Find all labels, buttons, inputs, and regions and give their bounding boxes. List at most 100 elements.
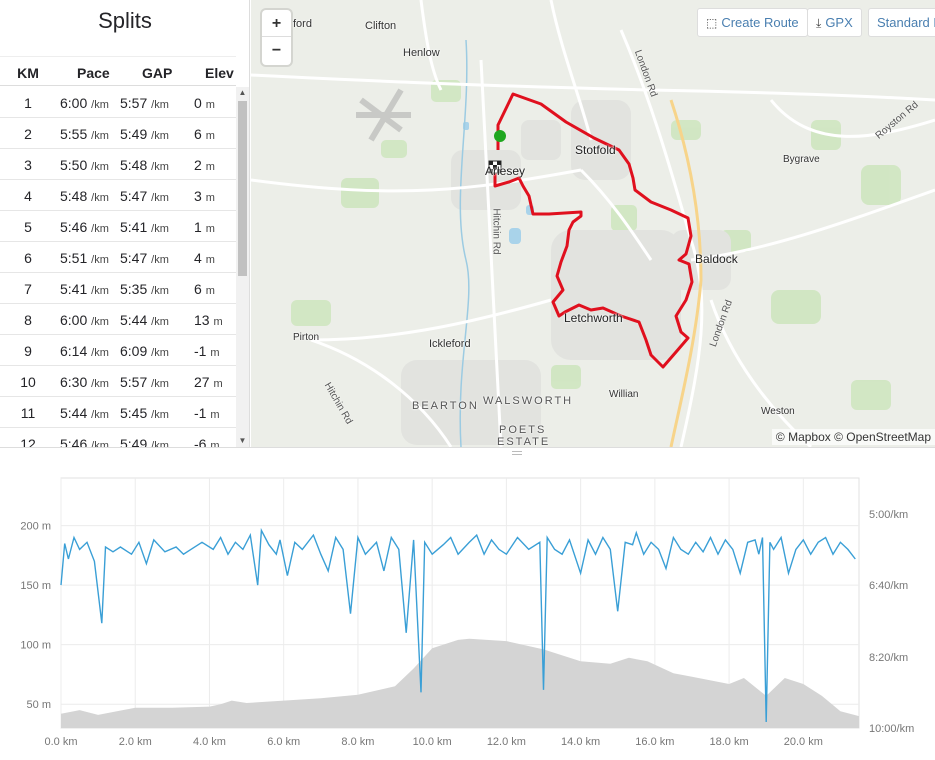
elev-unit: m <box>205 161 215 173</box>
route-line <box>491 92 694 369</box>
split-pace: 6:00 /km <box>60 95 109 111</box>
splits-table-body[interactable]: 1 6:00 /km 5:57 /km 0 m 2 5:55 /km 5:49 /km 6 m… <box>0 87 236 447</box>
elev-unit: m <box>205 254 215 266</box>
map-label-walsworth: WALSWORTH <box>483 395 574 407</box>
split-km: 10 <box>20 374 36 390</box>
split-pace: 5:46 /km <box>60 219 109 235</box>
y-right-tick-label: 6:40/km <box>869 580 908 592</box>
split-elev-value: 6 <box>194 126 202 142</box>
scroll-down-arrow-icon[interactable]: ▼ <box>238 436 247 445</box>
splits-table-header: KM Pace GAP Elev <box>0 56 236 86</box>
pace-unit: /km <box>151 409 169 421</box>
split-row[interactable]: 7 5:41 /km 5:35 /km 6 m <box>0 273 236 304</box>
route-icon: ⬚ <box>706 16 718 30</box>
split-pace-value: 5:46 <box>60 219 88 235</box>
splits-title: Splits <box>98 8 152 33</box>
gpx-button[interactable]: ⤓ GPX <box>807 8 862 37</box>
y-left-tick-label: 200 m <box>20 521 51 533</box>
km-column-header: KM <box>17 65 39 81</box>
pace-unit: /km <box>151 161 169 173</box>
split-row[interactable]: 11 5:44 /km 5:45 /km -1 m <box>0 397 236 428</box>
split-elev: 2 m <box>194 157 236 173</box>
gpx-label: GPX <box>825 15 853 30</box>
split-elev-value: 27 <box>194 374 210 390</box>
zoom-in-button[interactable]: + <box>262 10 291 37</box>
chart-axes: 0.0 km 2.0 km 4.0 km 6.0 km 8.0 km 10.0 km 12.… <box>20 509 914 748</box>
elev-unit: m <box>205 223 215 235</box>
split-row[interactable]: 10 6:30 /km 5:57 /km 27 m <box>0 366 236 397</box>
download-icon: ⤓ <box>816 16 822 30</box>
x-tick-label: 2.0 km <box>119 736 152 748</box>
split-gap-value: 6:09 <box>120 343 148 359</box>
split-gap-value: 5:44 <box>120 312 148 328</box>
map-style-label: Standard M <box>877 15 935 30</box>
split-row[interactable]: 12 5:46 /km 5:49 /km -6 m <box>0 428 236 447</box>
split-km: 4 <box>24 188 32 204</box>
scrollbar-thumb[interactable] <box>238 101 247 276</box>
split-row[interactable]: 1 6:00 /km 5:57 /km 0 m <box>0 87 236 118</box>
split-elev: -6 m <box>194 436 236 447</box>
map-label-clifton: Clifton <box>365 20 397 32</box>
pace-unit: /km <box>91 254 109 266</box>
split-km: 5 <box>24 219 32 235</box>
split-elev: -1 m <box>194 405 236 421</box>
pace-unit: /km <box>91 99 109 111</box>
split-gap: 5:44 /km <box>120 312 169 328</box>
split-km: 8 <box>24 312 32 328</box>
pace-line <box>60 527 856 723</box>
scroll-up-arrow-icon[interactable]: ▲ <box>238 88 247 97</box>
elev-unit: m <box>205 285 215 297</box>
split-row[interactable]: 4 5:48 /km 5:47 /km 3 m <box>0 180 236 211</box>
split-km: 2 <box>24 126 32 142</box>
resize-grip-icon[interactable] <box>512 451 522 455</box>
zoom-out-button[interactable]: − <box>271 42 282 59</box>
split-km: 12 <box>20 436 36 447</box>
split-gap-value: 5:48 <box>120 157 148 173</box>
zoom-control: + − <box>262 10 291 65</box>
x-tick-label: 18.0 km <box>710 736 749 748</box>
split-pace: 6:30 /km <box>60 374 109 390</box>
x-tick-label: 12.0 km <box>487 736 526 748</box>
split-row[interactable]: 8 6:00 /km 5:44 /km 13 m <box>0 304 236 335</box>
elevation-pace-chart[interactable]: 0.0 km 2.0 km 4.0 km 6.0 km 8.0 km 10.0 km 12.… <box>0 458 935 760</box>
create-route-button[interactable]: ⬚ Create Route <box>697 8 808 37</box>
split-pace: 5:50 /km <box>60 157 109 173</box>
split-pace-value: 5:48 <box>60 188 88 204</box>
route-map[interactable]: ford Clifton Henlow Stotfold Arlesey Byg… <box>251 0 935 447</box>
split-gap-value: 5:47 <box>120 188 148 204</box>
split-row[interactable]: 2 5:55 /km 5:49 /km 6 m <box>0 118 236 149</box>
resize-divider[interactable] <box>0 447 935 457</box>
split-gap: 6:09 /km <box>120 343 169 359</box>
split-gap-value: 5:57 <box>120 374 148 390</box>
x-tick-label: 0.0 km <box>44 736 77 748</box>
split-row[interactable]: 9 6:14 /km 6:09 /km -1 m <box>0 335 236 366</box>
elev-unit: m <box>210 440 220 447</box>
map-base <box>251 0 935 447</box>
pace-unit: /km <box>151 130 169 142</box>
pace-unit: /km <box>91 440 109 447</box>
x-tick-label: 16.0 km <box>635 736 674 748</box>
split-row[interactable]: 6 5:51 /km 5:47 /km 4 m <box>0 242 236 273</box>
split-elev-value: 6 <box>194 281 202 297</box>
split-row[interactable]: 5 5:46 /km 5:41 /km 1 m <box>0 211 236 242</box>
split-elev: 3 m <box>194 188 236 204</box>
split-gap-value: 5:49 <box>120 126 148 142</box>
map-label-stotfold: Stotfold <box>575 143 616 157</box>
elev-unit: m <box>205 130 215 142</box>
pace-unit: /km <box>91 316 109 328</box>
elevation-area <box>61 638 859 728</box>
y-left-tick-label: 50 m <box>27 699 51 711</box>
split-elev: 0 m <box>194 95 236 111</box>
map-attribution[interactable]: © Mapbox © OpenStreetMap <box>771 429 935 445</box>
split-gap: 5:49 /km <box>120 126 169 142</box>
split-pace: 5:44 /km <box>60 405 109 421</box>
splits-scrollbar[interactable]: ▲ ▼ <box>236 87 249 447</box>
y-right-tick-label: 5:00/km <box>869 509 908 521</box>
split-elev-value: 3 <box>194 188 202 204</box>
split-pace: 5:55 /km <box>60 126 109 142</box>
split-gap: 5:49 /km <box>120 436 169 447</box>
y-left-tick-label: 150 m <box>20 580 51 592</box>
split-row[interactable]: 3 5:50 /km 5:48 /km 2 m <box>0 149 236 180</box>
pace-column-header: Pace <box>77 65 110 81</box>
map-style-button[interactable]: Standard M <box>868 8 935 37</box>
